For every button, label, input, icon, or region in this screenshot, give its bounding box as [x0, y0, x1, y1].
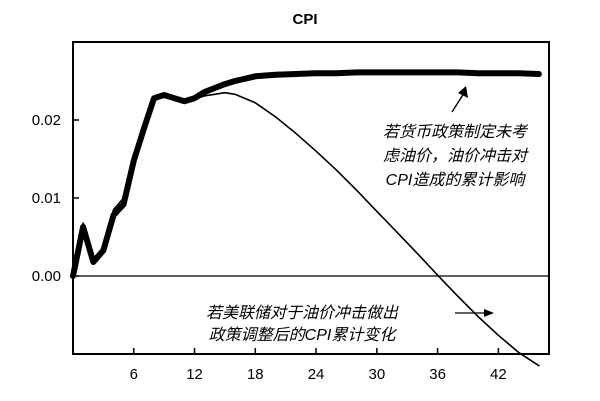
x-tick-label: 36: [429, 366, 446, 383]
annotation-line: 虑油价，油价冲击对: [383, 147, 529, 165]
series-line-no-fed-response: [70, 69, 542, 279]
x-tick-label: 30: [368, 366, 385, 383]
chart-title: CPI: [292, 11, 317, 28]
annotation-line: 政策调整后的CPI累计变化: [209, 326, 398, 344]
series-line-with-fed-response: [72, 91, 540, 367]
x-tick-label: 42: [490, 366, 507, 383]
axes-layer: 0.00 0.01 0.02 6 12 18 24 30 36 42: [32, 112, 549, 383]
annotation-line: 若美联储对于油价冲击做出: [206, 304, 399, 322]
y-tick-label: 0.01: [32, 190, 61, 207]
annotation-line: CPI造成的累计影响: [386, 171, 527, 189]
arrow-head-icon: [484, 309, 494, 317]
annotation-line: 若货币政策制定未考: [383, 123, 529, 141]
x-tick-label: 24: [308, 366, 325, 383]
series-layer: [70, 69, 542, 367]
x-tick-label: 6: [130, 366, 138, 383]
annotation-layer: 若货币政策制定未考虑油价，油价冲击对 CPI造成的累计影响若美联储对于油价冲击做出…: [206, 86, 529, 344]
arrow-head-icon: [458, 86, 468, 98]
annotation-no-policy-response: 若货币政策制定未考虑油价，油价冲击对 CPI造成的累计影响: [383, 123, 529, 189]
x-tick-label: 12: [186, 366, 203, 383]
x-tick-label: 18: [247, 366, 264, 383]
y-tick-label: 0.00: [32, 268, 61, 285]
annotation-fed-response: 若美联储对于油价冲击做出政策调整后的CPI累计变化: [206, 304, 399, 344]
y-tick-label: 0.02: [32, 112, 61, 129]
